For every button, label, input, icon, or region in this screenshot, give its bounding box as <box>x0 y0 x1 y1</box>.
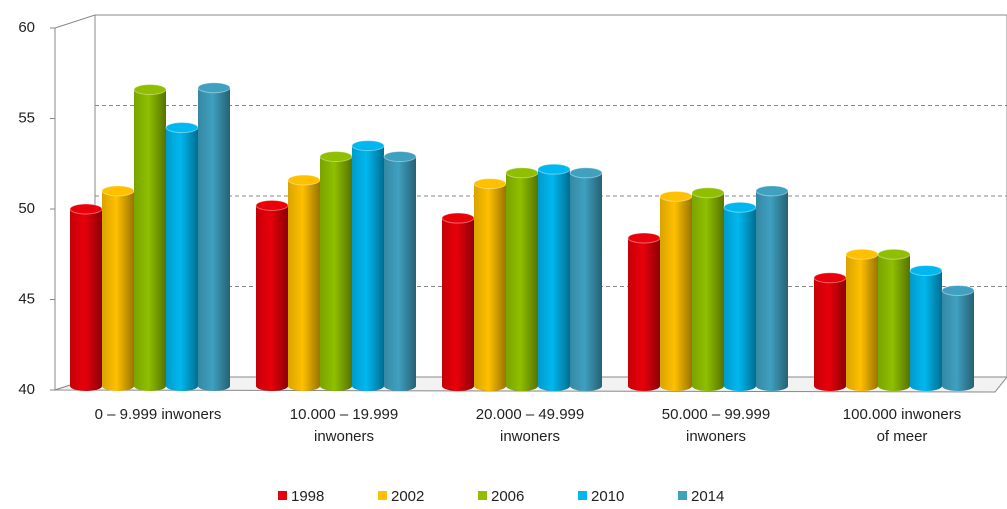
bar <box>813 272 847 391</box>
bar-top <box>505 167 539 179</box>
bar-top <box>723 201 757 213</box>
bar <box>659 190 693 391</box>
bar-top <box>319 151 353 163</box>
bar <box>877 248 911 391</box>
bar <box>287 174 321 391</box>
bar-top <box>755 185 789 197</box>
bar-shade <box>846 254 878 391</box>
bar-shade <box>442 218 474 391</box>
bar-shade <box>506 172 538 391</box>
bar-top <box>69 203 103 215</box>
bar-top <box>909 265 943 277</box>
bar-shade <box>102 190 134 391</box>
bar <box>255 199 289 391</box>
bar-shade <box>166 127 198 392</box>
bar <box>505 167 539 391</box>
bar <box>845 248 879 391</box>
bar-shade <box>756 190 788 391</box>
bar-top <box>569 167 603 179</box>
bar-top <box>383 151 417 163</box>
bar <box>909 265 943 391</box>
bar-shade <box>814 277 846 391</box>
legend-label: 2010 <box>591 488 624 505</box>
bar-top <box>351 140 385 152</box>
x-tick-label: 10.000 – 19.999 inwoners <box>289 406 399 445</box>
bar <box>383 151 417 391</box>
bar <box>723 201 757 391</box>
bar <box>69 203 103 391</box>
bar-shade <box>134 89 166 391</box>
legend-swatch <box>578 491 587 500</box>
bar-shade <box>288 180 320 391</box>
bar-shade <box>628 237 660 391</box>
bar <box>441 212 475 391</box>
bar-shade <box>942 290 974 391</box>
bar <box>133 84 167 391</box>
bar-top <box>537 163 571 175</box>
legend-swatch <box>478 491 487 500</box>
y-tick-label: 60 <box>18 19 35 36</box>
bar-shade <box>198 87 230 391</box>
legend-swatch <box>278 491 287 500</box>
bar-top <box>941 284 975 296</box>
bar-shade <box>910 270 942 391</box>
bar-top <box>473 178 507 190</box>
bar-shade <box>570 172 602 391</box>
bar <box>537 163 571 391</box>
bar-top <box>165 122 199 134</box>
bar-shade <box>538 169 570 391</box>
y-tick-label: 45 <box>18 290 35 307</box>
bar-top <box>133 84 167 96</box>
bar <box>691 187 725 391</box>
bar-top <box>255 199 289 211</box>
legend-swatch <box>678 491 687 500</box>
legend-label: 2002 <box>391 488 424 505</box>
y-tick-label: 55 <box>18 109 35 126</box>
bar <box>101 185 135 391</box>
bar-shade <box>256 205 288 391</box>
bar <box>473 178 507 391</box>
bar <box>351 140 385 391</box>
x-tick-label: 100.000 inwoners of meer <box>842 406 962 445</box>
x-tick-label: 20.000 – 49.999 inwoners <box>475 406 585 445</box>
bar <box>627 232 661 391</box>
bar <box>755 185 789 391</box>
bar-shade <box>660 196 692 391</box>
bar-shade <box>384 156 416 391</box>
legend-label: 1998 <box>291 488 324 505</box>
bar-shade <box>70 209 102 391</box>
x-tick-label: 0 – 9.999 inwoners <box>94 406 222 423</box>
bar-top <box>627 232 661 244</box>
bar <box>197 82 231 391</box>
legend-label: 2014 <box>691 488 724 505</box>
bar-top <box>101 185 135 197</box>
bar-top <box>691 187 725 199</box>
bar-top <box>197 82 231 94</box>
bar-top <box>813 272 847 284</box>
bar-shade <box>352 145 384 391</box>
bar-top <box>845 248 879 260</box>
bar-top <box>877 248 911 260</box>
bar-top <box>659 190 693 202</box>
bar <box>941 284 975 391</box>
y-tick-label: 40 <box>18 381 35 398</box>
y-tick-label: 50 <box>18 200 35 217</box>
legend-swatch <box>378 491 387 500</box>
bar <box>165 122 199 392</box>
legend-label: 2006 <box>491 488 524 505</box>
bar-top <box>441 212 475 224</box>
bar <box>569 167 603 391</box>
bar-shade <box>878 254 910 391</box>
bar-top <box>287 174 321 186</box>
x-tick-label: 50.000 – 99.999 inwoners <box>661 406 771 445</box>
bar-shade <box>320 156 352 391</box>
bar-shade <box>692 192 724 391</box>
bar-shade <box>474 183 506 391</box>
bar-shade <box>724 207 756 391</box>
bar <box>319 151 353 391</box>
